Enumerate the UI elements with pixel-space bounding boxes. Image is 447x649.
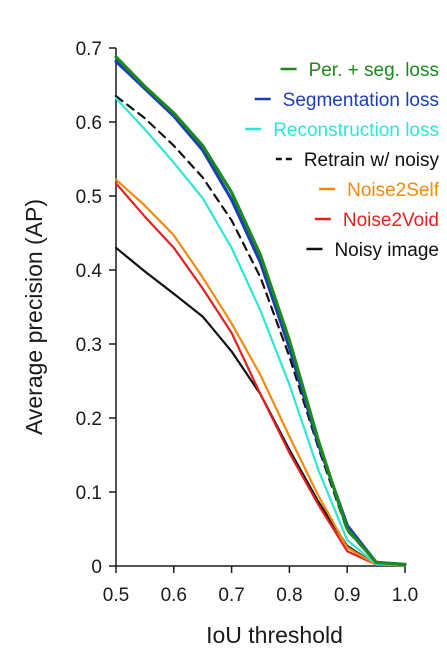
- y-tick-label: 0.5: [76, 187, 102, 208]
- x-axis-label: IoU threshold: [206, 622, 343, 648]
- y-tick-label: 0.7: [76, 39, 102, 60]
- x-tick-label: 1.0: [392, 585, 418, 606]
- legend-label: Reconstruction loss: [273, 120, 439, 141]
- series-line-noise2self: [114, 178, 407, 567]
- series-line-per-seg-loss: [114, 55, 407, 567]
- y-tick-label: 0.4: [76, 261, 103, 282]
- y-tick-label: 0.1: [76, 483, 102, 504]
- y-tick-label: 0.3: [76, 335, 102, 356]
- legend-label: Segmentation loss: [283, 90, 439, 111]
- x-tick-label: 0.8: [276, 585, 302, 606]
- legend-label: Noisy image: [334, 240, 439, 261]
- x-tick-label: 0.7: [218, 585, 244, 606]
- legend-label: Noise2Self: [347, 180, 440, 201]
- y-tick-label: 0.2: [76, 409, 102, 430]
- series-lines: [114, 55, 407, 567]
- y-tick-label: 0: [91, 557, 102, 578]
- x-tick-label: 0.9: [334, 585, 360, 606]
- y-tick-label: 0.6: [76, 113, 102, 134]
- x-axis-ticks: 0.5 0.6 0.7 0.8 0.9 1.0: [103, 566, 418, 606]
- legend-label: Per. + seg. loss: [309, 60, 439, 81]
- x-tick-label: 0.6: [161, 585, 187, 606]
- series-line-retrain-w-noisy: [114, 94, 407, 566]
- legend-label: Retrain w/ noisy: [304, 150, 440, 171]
- series-line-reconstruction-loss: [114, 97, 407, 567]
- x-tick-label: 0.5: [103, 585, 129, 606]
- y-axis-label: Average precision (AP): [21, 199, 47, 435]
- legend-label: Noise2Void: [343, 210, 439, 231]
- series-line-noisy-image: [114, 246, 407, 567]
- y-axis-ticks: 0 0.1 0.2 0.3 0.4 0.5 0.6 0.7: [76, 39, 116, 578]
- legend: Per. + seg. loss Segmentation loss Reconst…: [245, 60, 440, 261]
- series-line-noise2void: [114, 182, 407, 567]
- series-line-segmentation-loss: [114, 59, 407, 567]
